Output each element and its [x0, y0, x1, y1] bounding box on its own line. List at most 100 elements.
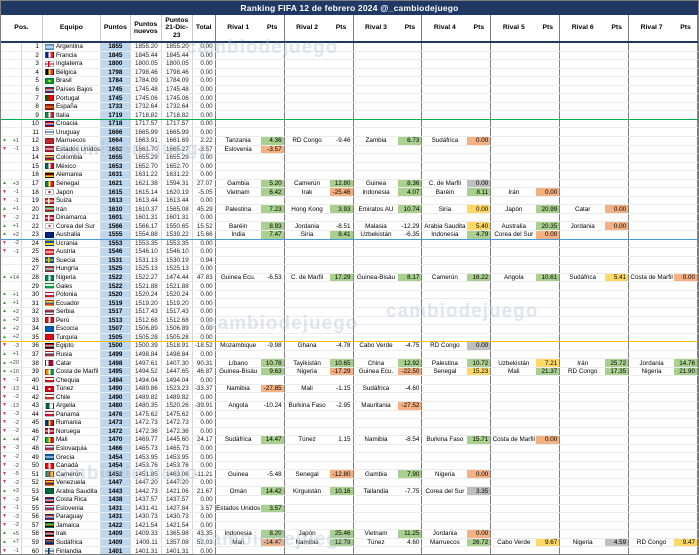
rival-5-name-cell[interactable] [491, 402, 536, 410]
rival-1-pts-cell[interactable] [261, 461, 285, 470]
rank-change-cell[interactable]: ▼ -2 [1, 393, 22, 401]
puntos-cell[interactable]: 1473 [100, 419, 131, 427]
position-cell[interactable]: 51 [22, 470, 43, 478]
puntos-prev-cell[interactable]: 1665.27 [162, 145, 193, 154]
rival-2-name-cell[interactable] [285, 171, 330, 179]
total-cell[interactable]: 0.00 [193, 162, 216, 171]
rival-3-pts-cell[interactable] [398, 94, 423, 102]
puntos-prev-cell[interactable]: 1594.31 [162, 179, 193, 188]
puntos-cell[interactable]: 1522 [100, 282, 131, 290]
rival-5-name-cell[interactable] [491, 128, 536, 136]
rival-7-name-cell[interactable] [629, 222, 674, 230]
puntos-nuevos-cell[interactable]: 1431.41 [131, 504, 162, 513]
rival-3-name-cell[interactable]: Indonesia [362, 188, 390, 196]
rival-2-name-cell[interactable]: Burkina Faso [288, 402, 326, 410]
rival-1-pts-cell[interactable]: -3.57 [260, 145, 285, 154]
rival-6-name-cell[interactable] [560, 146, 605, 154]
header-rival-3[interactable]: Rival 3 [365, 24, 387, 32]
rival-5-pts-cell[interactable] [536, 487, 561, 495]
rival-7-pts-cell[interactable] [674, 461, 698, 470]
rival-1-name-cell[interactable] [216, 94, 261, 102]
rival-7-name-cell[interactable] [629, 530, 674, 538]
rival-3-pts-cell[interactable] [398, 290, 423, 299]
rank-change-cell[interactable]: ▼ -2 [1, 521, 22, 530]
position-cell[interactable]: 18 [22, 188, 43, 196]
rival-4-name-cell[interactable]: Corea del Sur [425, 487, 465, 495]
rival-5-name-cell[interactable]: Japón [505, 205, 523, 213]
rival-1-pts-cell[interactable] [261, 513, 285, 521]
rival-2-pts-cell[interactable] [330, 60, 354, 68]
rival-1-name-cell[interactable]: Eslovenia [224, 145, 252, 153]
puntos-nuevos-cell[interactable]: 1442.73 [131, 487, 162, 495]
puntos-cell[interactable]: 1555 [100, 231, 131, 239]
rival-2-pts-cell[interactable]: 1.15 [330, 436, 354, 444]
rival-6-name-cell[interactable] [560, 257, 605, 265]
puntos-nuevos-cell[interactable]: 1453.95 [131, 453, 162, 461]
team-cell[interactable]: Rumania [43, 419, 101, 427]
header-pos[interactable]: Pos. [1, 15, 43, 41]
puntos-nuevos-cell[interactable]: 1472.36 [131, 427, 162, 436]
rival-4-name-cell[interactable] [422, 265, 467, 273]
rival-6-pts-cell[interactable] [605, 299, 630, 307]
rival-3-pts-cell[interactable]: -4.75 [398, 342, 423, 350]
rival-4-pts-cell[interactable] [467, 307, 492, 316]
rival-5-pts-cell[interactable] [536, 282, 561, 290]
puntos-cell[interactable]: 1480 [100, 401, 131, 410]
puntos-nuevos-cell[interactable]: 1601.31 [131, 213, 162, 222]
rival-7-name-cell[interactable] [629, 188, 674, 196]
rank-change-cell[interactable]: ▼ -1 [1, 504, 22, 513]
rival-2-name-cell[interactable]: Japón [298, 530, 316, 538]
rival-1-pts-cell[interactable]: -5.48 [261, 470, 285, 478]
header-rival-7-pts[interactable]: Pts [674, 15, 698, 41]
rival-3-name-cell[interactable] [354, 547, 399, 554]
rival-2-name-cell[interactable] [285, 419, 330, 427]
rival-3-pts-cell[interactable] [398, 60, 423, 68]
rival-3-pts-cell[interactable]: 4.60 [398, 538, 423, 547]
puntos-prev-cell[interactable]: 1565.08 [162, 205, 193, 213]
rival-1-pts-cell[interactable] [261, 85, 285, 94]
rival-1-name-cell[interactable] [216, 86, 261, 94]
rival-7-name-cell[interactable] [629, 265, 674, 273]
rival-7-pts-cell[interactable]: 21.90 [674, 367, 698, 376]
puntos-cell[interactable]: 1601 [100, 213, 131, 222]
rival-5-pts-cell[interactable] [536, 290, 561, 299]
position-cell[interactable]: 45 [22, 419, 43, 427]
total-cell[interactable]: -33.37 [193, 384, 216, 393]
team-cell[interactable]: Brasil [43, 77, 101, 85]
rival-1-name-cell[interactable] [216, 299, 261, 307]
position-cell[interactable]: 24 [22, 239, 43, 248]
rival-5-name-cell[interactable] [491, 137, 536, 145]
rival-6-pts-cell[interactable] [605, 461, 630, 470]
rival-3-name-cell[interactable] [354, 154, 399, 162]
rival-6-name-cell[interactable] [560, 487, 605, 495]
rival-5-pts-cell[interactable] [536, 393, 561, 401]
rival-2-name-cell[interactable] [285, 257, 330, 265]
team-cell[interactable]: Argelia [43, 401, 101, 410]
rival-7-name-cell[interactable] [629, 205, 674, 213]
rival-2-name-cell[interactable]: Camerún [294, 180, 321, 188]
rival-1-name-cell[interactable]: Vietnam [226, 188, 250, 196]
rival-5-pts-cell[interactable] [536, 495, 561, 504]
puntos-prev-cell[interactable]: 1553.35 [162, 239, 193, 248]
rival-4-name-cell[interactable] [422, 479, 467, 487]
team-cell[interactable]: Paraguay [43, 513, 101, 521]
rival-2-name-cell[interactable] [285, 325, 330, 333]
rival-3-pts-cell[interactable] [398, 282, 423, 290]
position-cell[interactable]: 6 [22, 85, 43, 94]
total-cell[interactable]: 0.00 [193, 85, 216, 94]
team-cell[interactable]: Canadá [43, 461, 101, 470]
team-cell[interactable]: Rusia [43, 350, 101, 359]
rival-2-pts-cell[interactable] [330, 265, 354, 273]
puntos-prev-cell[interactable]: 1631.22 [162, 171, 193, 179]
rank-change-cell[interactable]: ▼ -2 [1, 239, 22, 248]
rival-6-name-cell[interactable] [560, 513, 605, 521]
rival-4-pts-cell[interactable] [467, 350, 492, 359]
rival-1-pts-cell[interactable] [261, 547, 285, 554]
rival-4-name-cell[interactable]: Indonesia [431, 231, 459, 239]
rival-4-pts-cell[interactable] [467, 77, 492, 85]
position-cell[interactable]: 39 [22, 367, 43, 376]
rival-6-pts-cell[interactable] [605, 60, 630, 68]
puntos-cell[interactable]: 1401 [100, 547, 131, 554]
rival-1-name-cell[interactable] [216, 496, 261, 504]
puntos-prev-cell[interactable]: 1498.84 [162, 350, 193, 359]
